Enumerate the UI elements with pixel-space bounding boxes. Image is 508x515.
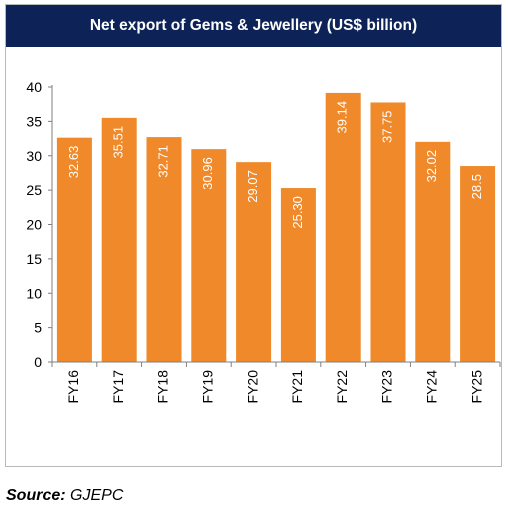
y-tick-label: 30 [26,148,42,164]
chart-title: Net export of Gems & Jewellery (US$ bill… [89,17,418,34]
source-note: Source: GJEPC [6,487,123,505]
x-tick-label: FY17 [110,370,126,404]
bar [325,92,361,362]
data-label: 37.75 [379,110,394,143]
bar [280,188,316,362]
data-label: 35.51 [111,126,126,159]
data-label: 39.14 [335,101,350,134]
data-label: 32.02 [424,150,439,183]
x-tick-label: FY24 [424,370,440,404]
y-tick-label: 5 [34,320,42,336]
x-tick-label: FY22 [334,370,350,404]
x-tick-label: FY21 [289,370,305,404]
y-tick-label: 10 [26,285,42,301]
y-tick-label: 40 [26,79,42,95]
data-label: 25.30 [290,196,305,229]
bar [236,162,272,362]
bar [460,166,496,362]
data-label: 29.07 [245,170,260,203]
x-tick-label: FY20 [244,370,260,404]
bar [56,137,92,362]
bar [191,149,227,362]
data-label: 32.71 [155,145,170,178]
bar [101,117,137,363]
y-tick-label: 35 [26,113,42,129]
y-tick-label: 15 [26,251,42,267]
chart-title-bar: Net export of Gems & Jewellery (US$ bill… [6,5,501,47]
bar [370,102,406,362]
y-tick-label: 20 [26,217,42,233]
x-tick-label: FY19 [200,370,216,404]
x-tick-label: FY16 [65,370,81,404]
data-label: 30.96 [200,157,215,190]
data-label: 28.5 [469,174,484,199]
source-label: Source: [6,487,66,504]
bar [415,141,451,362]
y-tick-label: 0 [34,354,42,370]
y-tick-label: 25 [26,182,42,198]
bar [146,137,182,362]
source-value: GJEPC [70,487,124,504]
x-tick-label: FY25 [468,370,484,404]
x-tick-label: FY23 [379,370,395,404]
x-tick-label: FY18 [155,370,171,404]
data-label: 32.63 [66,146,81,179]
